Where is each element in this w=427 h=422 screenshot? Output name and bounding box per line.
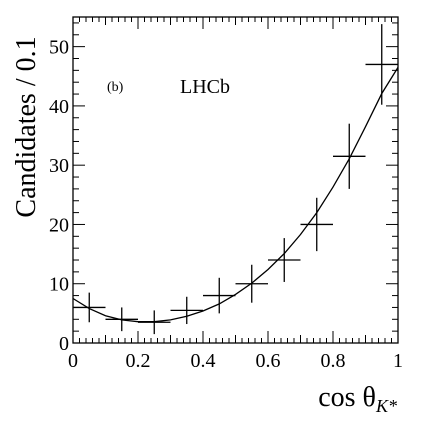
x-axis-label-main: cos θ [318, 382, 376, 413]
x-tick-label: 1 [393, 350, 403, 372]
data-point [105, 307, 138, 332]
data-point [170, 296, 203, 325]
x-tick-label: 0.2 [126, 350, 151, 372]
y-tick-label: 0 [59, 333, 69, 355]
x-tick-label: 0.4 [191, 350, 216, 372]
fit-curve [72, 67, 399, 323]
x-tick-label: 0.8 [321, 350, 346, 372]
x-axis-label: cos θK* [318, 382, 397, 416]
y-tick-label: 30 [49, 155, 69, 177]
x-axis-label-sub: K* [375, 396, 397, 416]
data-points [73, 24, 398, 335]
panel-label: (b) [107, 80, 124, 95]
fit-curve-group [72, 67, 399, 323]
y-tick-label: 40 [49, 96, 69, 118]
y-tick-label: 20 [49, 214, 69, 236]
y-axis-label: Candidates / 0.1 [11, 36, 42, 217]
experiment-label: LHCb [180, 76, 230, 98]
data-point [365, 24, 398, 105]
axis-ticks [72, 17, 399, 344]
y-tick-label: 50 [49, 37, 69, 59]
x-tick-label: 0 [68, 350, 78, 372]
data-point [333, 123, 366, 189]
data-point [235, 264, 268, 303]
data-point [300, 197, 333, 252]
data-point [268, 238, 301, 282]
x-tick-label: 0.6 [256, 350, 281, 372]
data-point [73, 292, 106, 323]
data-point [138, 310, 171, 335]
y-tick-label: 10 [49, 274, 69, 296]
data-point [203, 277, 236, 314]
